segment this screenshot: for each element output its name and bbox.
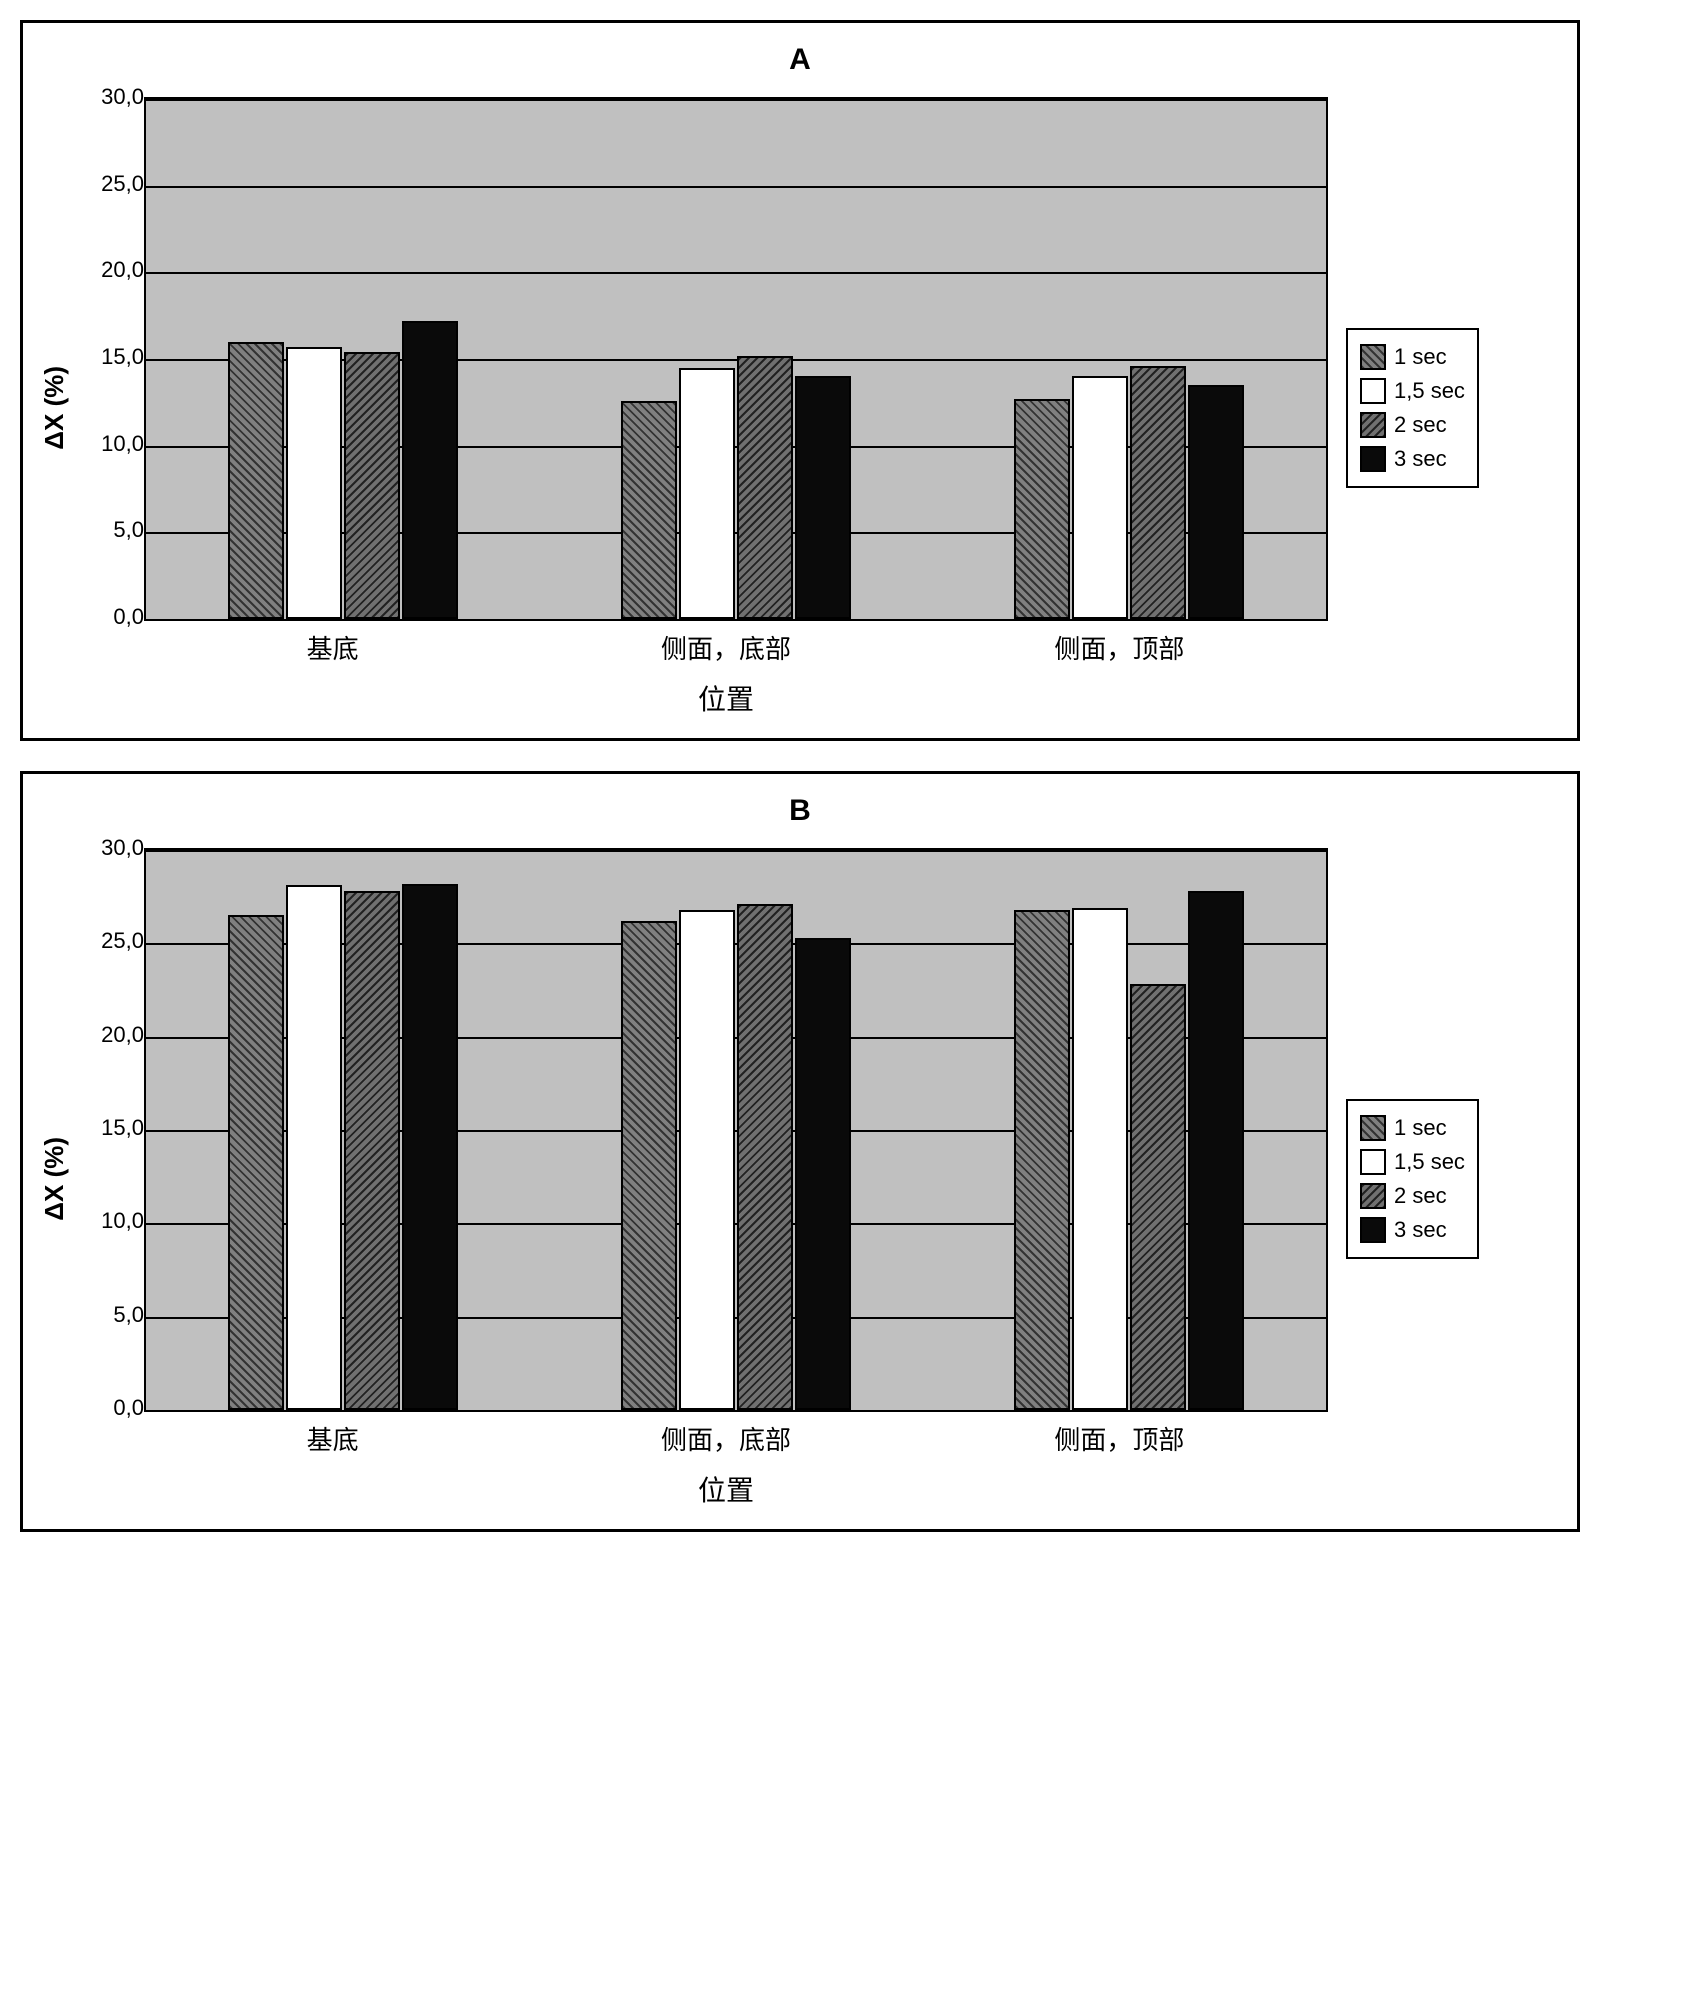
x-tick-label: 侧面，顶部 [923,1412,1316,1457]
y-tick: 25,0 [101,928,144,954]
y-tick: 0,0 [113,604,144,630]
legend-label: 1,5 sec [1394,1149,1465,1175]
bar [679,910,735,1410]
legend-label: 2 sec [1394,412,1447,438]
legend-label: 2 sec [1394,1183,1447,1209]
panel-title: B [33,794,1567,828]
legend-label: 3 sec [1394,1217,1447,1243]
x-axis-labels: 基底侧面，底部侧面，顶部 [136,621,1316,666]
legend-swatch [1360,1183,1386,1209]
bar [344,352,400,619]
x-tick-label: 侧面，顶部 [923,621,1316,666]
bar [286,885,342,1410]
bar-group [933,99,1326,619]
y-tick: 30,0 [101,835,144,861]
bar [344,891,400,1410]
x-axis-title: 位置 [136,1469,1316,1509]
chart-panel-a: A ΔX (%) 30,0 25,0 20,0 15,0 10,0 5,0 0,0基底侧面，底部… [20,20,1580,741]
legend-item: 3 sec [1360,442,1465,476]
x-axis-title: 位置 [136,678,1316,718]
bar [737,356,793,619]
y-tick: 5,0 [113,517,144,543]
bar-group [933,850,1326,1410]
legend-swatch [1360,412,1386,438]
y-tick: 30,0 [101,84,144,110]
y-axis-label: ΔX (%) [33,1137,76,1221]
y-tick: 10,0 [101,1208,144,1234]
bar [679,368,735,619]
y-tick: 20,0 [101,1022,144,1048]
bar [795,938,851,1410]
bar [1072,908,1128,1410]
bar [402,884,458,1410]
legend-label: 1 sec [1394,1115,1447,1141]
legend-item: 1,5 sec [1360,374,1465,408]
legend-swatch [1360,446,1386,472]
legend-item: 1 sec [1360,1111,1465,1145]
legend: 1 sec 1,5 sec 2 sec 3 sec [1346,1099,1479,1259]
bar-group [146,850,539,1410]
legend-item: 2 sec [1360,408,1465,442]
y-tick: 15,0 [101,344,144,370]
y-tick: 5,0 [113,1302,144,1328]
y-tick: 0,0 [113,1395,144,1421]
plot-area [144,848,1328,1412]
x-tick-label: 基底 [136,1412,529,1457]
panel-title: A [33,43,1567,77]
y-tick: 10,0 [101,431,144,457]
y-tick: 20,0 [101,257,144,283]
bar-group [539,99,932,619]
bar [737,904,793,1410]
y-tick: 25,0 [101,171,144,197]
legend: 1 sec 1,5 sec 2 sec 3 sec [1346,328,1479,488]
x-tick-label: 侧面，底部 [529,1412,922,1457]
bar [795,376,851,619]
bar-group [146,99,539,619]
legend-item: 2 sec [1360,1179,1465,1213]
bar [1130,366,1186,619]
legend-swatch [1360,378,1386,404]
bar [1130,984,1186,1410]
legend-item: 3 sec [1360,1213,1465,1247]
x-axis-labels: 基底侧面，底部侧面，顶部 [136,1412,1316,1457]
chart-panel-b: B ΔX (%) 30,0 25,0 20,0 15,0 10,0 5,0 0,0基底侧面，底部… [20,771,1580,1532]
bar [1014,399,1070,619]
y-axis: 30,025,020,015,010,05,00,0 [76,848,144,1408]
legend-label: 3 sec [1394,446,1447,472]
legend-swatch [1360,1217,1386,1243]
x-tick-label: 侧面，底部 [529,621,922,666]
bar [1072,376,1128,619]
bar-group [539,850,932,1410]
bar [228,915,284,1410]
bar [1188,385,1244,619]
plot-area [144,97,1328,621]
bar [228,342,284,619]
legend-swatch [1360,1149,1386,1175]
bar [1014,910,1070,1410]
bar [621,401,677,619]
legend-item: 1 sec [1360,340,1465,374]
legend-item: 1,5 sec [1360,1145,1465,1179]
legend-label: 1 sec [1394,344,1447,370]
legend-label: 1,5 sec [1394,378,1465,404]
bar [1188,891,1244,1410]
y-axis-label: ΔX (%) [33,366,76,450]
y-tick: 15,0 [101,1115,144,1141]
x-tick-label: 基底 [136,621,529,666]
bar [402,321,458,619]
bar [286,347,342,619]
legend-swatch [1360,1115,1386,1141]
y-axis: 30,025,020,015,010,05,00,0 [76,97,144,617]
legend-swatch [1360,344,1386,370]
bar [621,921,677,1410]
